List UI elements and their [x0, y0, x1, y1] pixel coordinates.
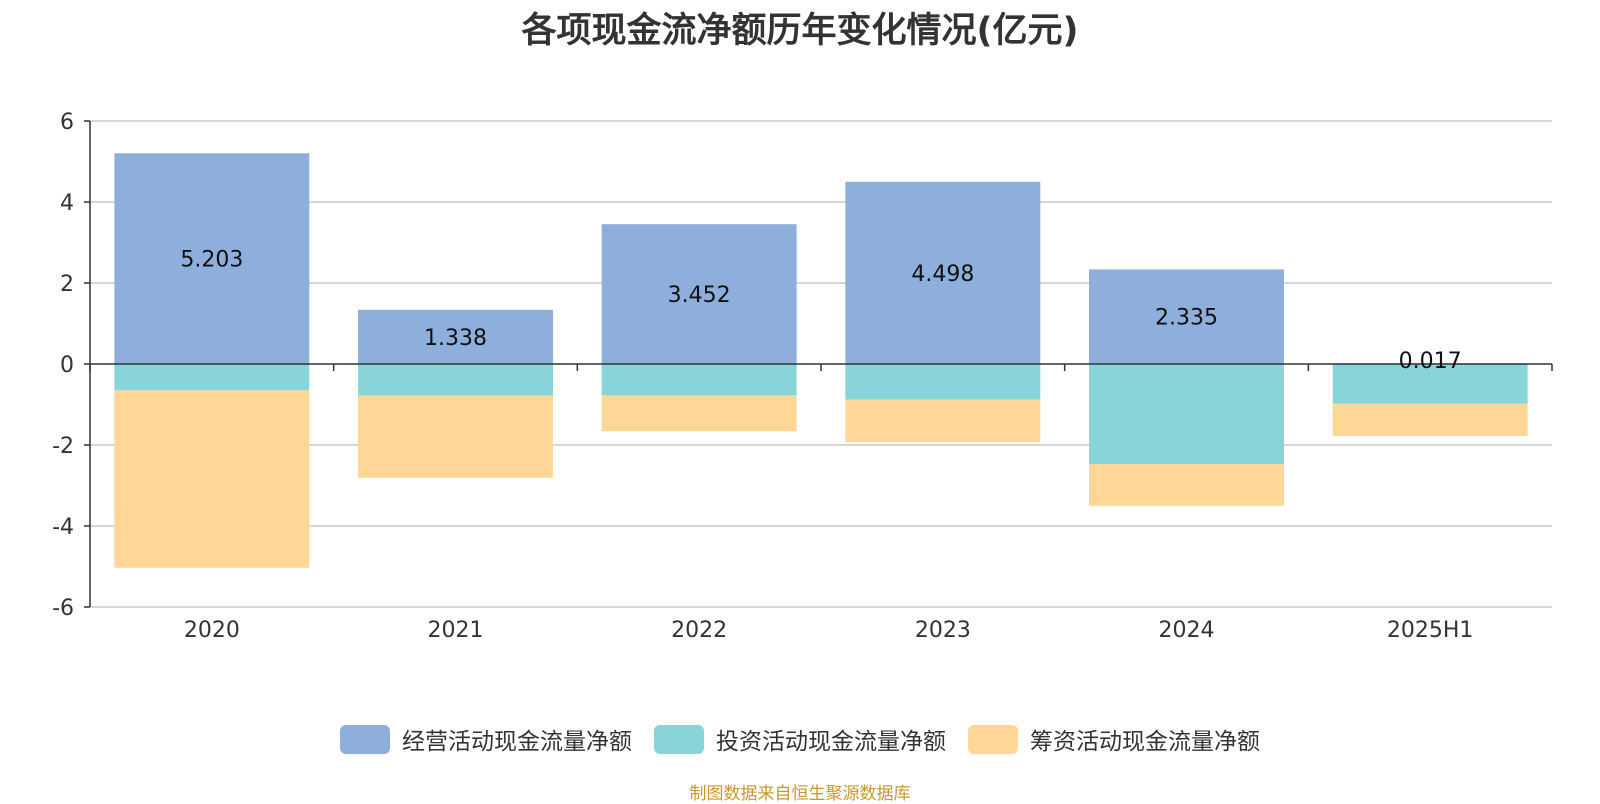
x-tick-label-2023: 2023	[915, 618, 971, 643]
bar-investing-2022	[601, 364, 797, 396]
legend-label-investing: 投资活动现金流量净额	[716, 729, 946, 755]
data-label-operating-2025H1: 0.017	[1399, 349, 1462, 374]
bar-investing-2023	[845, 364, 1041, 400]
bar-operating-2020	[114, 153, 310, 364]
bar-investing-2025H1	[1332, 364, 1528, 404]
legend-item-investing[interactable]: 投资活动现金流量净额	[654, 722, 946, 756]
y-tick-label: -4	[52, 515, 74, 540]
data-label-operating-2024: 2.335	[1155, 306, 1218, 331]
y-tick-label: 2	[60, 272, 74, 297]
legend-label-financing: 筹资活动现金流量净额	[1030, 729, 1260, 755]
bar-operating-2021	[358, 309, 553, 364]
bar-financing-2021	[358, 395, 553, 478]
x-tick-label-2020: 2020	[184, 618, 240, 643]
data-label-operating-2023: 4.498	[911, 262, 974, 287]
bar-financing-2020	[114, 390, 310, 568]
y-tick-label: 6	[60, 110, 74, 135]
legend-swatch-operating	[340, 724, 390, 754]
bar-operating-2022	[601, 224, 797, 364]
bar-financing-2024	[1089, 464, 1284, 506]
legend-swatch-financing	[968, 724, 1018, 754]
y-tick-label: 0	[60, 353, 74, 378]
x-tick-label-2021: 2021	[428, 618, 484, 643]
legend-item-financing[interactable]: 筹资活动现金流量净额	[968, 722, 1260, 756]
chart-title: 各项现金流净额历年变化情况(亿元)	[521, 11, 1079, 51]
legend-item-operating[interactable]: 经营活动现金流量净额	[340, 722, 632, 756]
x-tick-label-2024: 2024	[1159, 618, 1215, 643]
y-tick-label: 4	[60, 191, 74, 216]
legend: 经营活动现金流量净额 投资活动现金流量净额 筹资活动现金流量净额	[0, 722, 1600, 756]
bar-investing-2020	[114, 364, 310, 391]
y-tick-label: -2	[52, 434, 74, 459]
data-label-operating-2021: 1.338	[424, 326, 487, 351]
legend-label-operating: 经营活动现金流量净额	[402, 729, 632, 755]
bar-investing-2021	[358, 364, 553, 396]
bar-operating-2024	[1089, 269, 1284, 364]
bar-financing-2025H1	[1332, 403, 1528, 437]
data-label-operating-2020: 5.203	[180, 248, 243, 273]
legend-swatch-investing	[654, 724, 704, 754]
bar-financing-2022	[601, 395, 797, 432]
x-tick-label-2022: 2022	[671, 618, 727, 643]
data-label-operating-2022: 3.452	[668, 283, 731, 308]
source-note: 制图数据来自恒生聚源数据库	[689, 784, 911, 804]
bar-operating-2023	[845, 181, 1041, 364]
bar-investing-2024	[1089, 364, 1284, 465]
y-tick-label: -6	[52, 596, 74, 621]
bar-financing-2023	[845, 399, 1041, 443]
x-tick-label-2025H1: 2025H1	[1387, 618, 1474, 643]
